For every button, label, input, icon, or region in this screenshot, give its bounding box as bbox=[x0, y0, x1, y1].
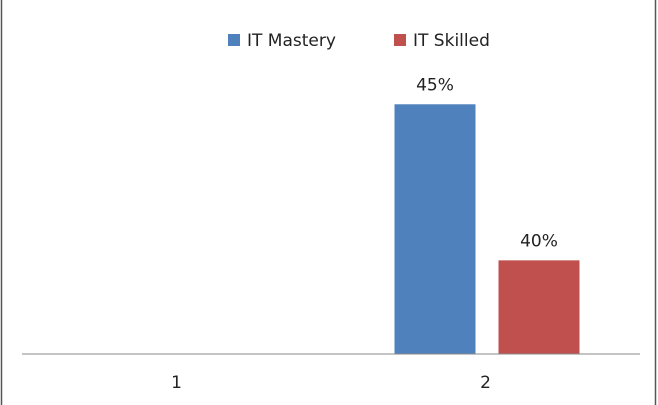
legend-swatch bbox=[394, 34, 406, 46]
x-tick-label: 2 bbox=[480, 373, 491, 393]
bar bbox=[394, 104, 476, 355]
legend-label: IT Skilled bbox=[413, 31, 490, 51]
data-label: 45% bbox=[416, 75, 454, 95]
bar bbox=[498, 260, 580, 354]
legend-label: IT Mastery bbox=[247, 31, 336, 51]
data-label: 40% bbox=[520, 231, 558, 251]
legend-swatch bbox=[228, 34, 240, 46]
x-tick-label: 1 bbox=[171, 373, 182, 393]
